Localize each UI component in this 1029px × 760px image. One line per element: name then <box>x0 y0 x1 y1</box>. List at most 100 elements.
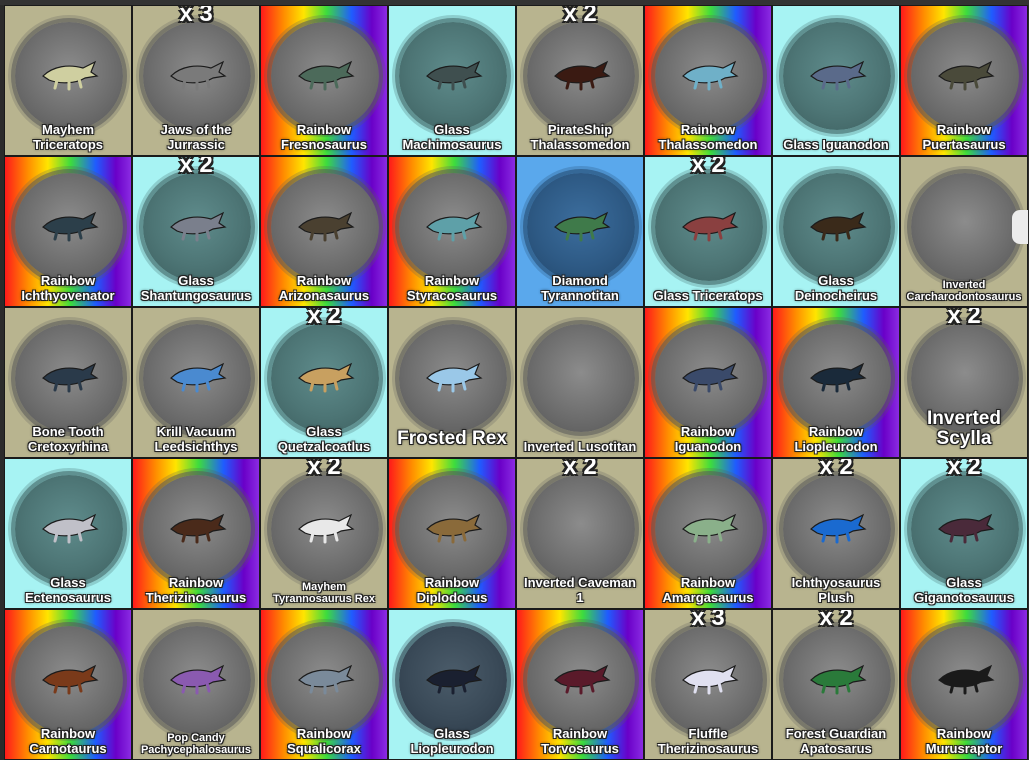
creature-name: Jaws of the Jurrassic <box>160 122 232 152</box>
creature-tile[interactable]: Bone Tooth Cretoxyrhina <box>4 307 132 458</box>
creature-tile[interactable]: Krill Vacuum Leedsichthys <box>132 307 260 458</box>
creature-icon <box>679 505 739 545</box>
creature-icon <box>423 505 483 545</box>
quantity-badge: x 2 <box>179 156 213 178</box>
creature-tile[interactable]: Rainbow Iguanodon <box>644 307 772 458</box>
creature-name: Diamond Tyrannotitan <box>541 273 619 303</box>
creature-icon <box>39 203 99 243</box>
creature-name: Inverted Lusotitan <box>523 439 637 454</box>
quantity-badge: x 2 <box>819 609 853 631</box>
quantity-badge: x 2 <box>947 458 981 480</box>
creature-tile[interactable]: Rainbow Arizonasaurus <box>260 156 388 307</box>
creature-name: Rainbow Therizinosaurus <box>145 575 247 605</box>
creature-tile[interactable]: x 2 Ichthyosaurus Plush <box>772 458 900 609</box>
creature-tile[interactable]: x 3 Jaws of the Jurrassic <box>132 5 260 156</box>
scrollbar-handle[interactable] <box>1012 210 1028 244</box>
creature-tile[interactable]: Rainbow Liopleurodon <box>772 307 900 458</box>
creature-name: Glass Ectenosaurus <box>25 575 111 605</box>
creature-tile[interactable]: x 2 Inverted Caveman 1 <box>516 458 644 609</box>
creature-name: Rainbow Iguanodon <box>674 424 742 454</box>
creature-tile[interactable]: x 2 Glass Triceratops <box>644 156 772 307</box>
creature-tile[interactable]: Rainbow Torvosaurus <box>516 609 644 760</box>
creature-tile[interactable]: Rainbow Carnotaurus <box>4 609 132 760</box>
creature-tile[interactable]: Rainbow Puertasaurus <box>900 5 1028 156</box>
creature-icon <box>295 354 355 394</box>
creature-icon <box>551 203 611 243</box>
creature-name: Glass Machimosaurus <box>402 122 502 152</box>
creature-icon <box>935 656 995 696</box>
creature-tile[interactable]: Glass Ectenosaurus <box>4 458 132 609</box>
creature-tile[interactable]: x 2 Inverted Scylla <box>900 307 1028 458</box>
creature-portrait-background <box>527 475 635 583</box>
creature-tile[interactable]: Rainbow Amargasaurus <box>644 458 772 609</box>
creature-icon <box>679 203 739 243</box>
creature-name: Rainbow Amargasaurus <box>662 575 754 605</box>
creature-portrait-background <box>911 173 1019 281</box>
creature-name: Glass Iguanodon <box>783 137 889 152</box>
creature-name: Krill Vacuum Leedsichthys <box>154 424 238 454</box>
creature-icon <box>679 52 739 92</box>
creature-name: Glass Quetzalcoatlus <box>277 424 371 454</box>
creature-name: Bone Tooth Cretoxyrhina <box>27 424 109 454</box>
creature-tile[interactable]: Glass Deinocheirus <box>772 156 900 307</box>
creature-name: Rainbow Fresnosaurus <box>281 122 367 152</box>
creature-name: Rainbow Puertasaurus <box>922 122 1006 152</box>
creature-name: Inverted Caveman 1 <box>524 575 636 605</box>
creature-name: Inverted Carcharodontosaurus <box>906 279 1022 303</box>
creature-portrait-background <box>527 324 635 432</box>
creature-name: Frosted Rex <box>397 428 507 449</box>
creature-name: Glass Triceratops <box>653 288 763 303</box>
creature-tile[interactable]: Glass Liopleurodon <box>388 609 516 760</box>
creature-tile[interactable]: Rainbow Diplodocus <box>388 458 516 609</box>
quantity-badge: x 2 <box>563 458 597 480</box>
quantity-badge: x 2 <box>819 458 853 480</box>
quantity-badge: x 3 <box>179 5 213 27</box>
creature-tile[interactable]: Rainbow Therizinosaurus <box>132 458 260 609</box>
creature-tile[interactable]: Mayhem Triceratops <box>4 5 132 156</box>
creature-icon <box>551 656 611 696</box>
creature-name: Glass Giganotosaurus <box>914 575 1014 605</box>
creature-icon <box>423 656 483 696</box>
creature-name: Inverted Scylla <box>927 408 1001 449</box>
creature-tile[interactable]: x 3 Fluffle Therizinosaurus <box>644 609 772 760</box>
creature-tile[interactable]: Rainbow Styracosaurus <box>388 156 516 307</box>
creature-tile[interactable]: x 2 Forest Guardian Apatosarus <box>772 609 900 760</box>
creature-tile[interactable]: Rainbow Murusraptor <box>900 609 1028 760</box>
creature-tile[interactable]: x 2 Mayhem Tyrannosaurus Rex <box>260 458 388 609</box>
creature-icon <box>807 203 867 243</box>
inventory-grid: Mayhem Triceratops x 3 Jaws of the Jurrass… <box>4 5 1028 760</box>
quantity-badge: x 2 <box>691 156 725 178</box>
quantity-badge: x 2 <box>563 5 597 27</box>
creature-tile[interactable]: x 2 PirateShip Thalassomedon <box>516 5 644 156</box>
creature-name: Glass Deinocheirus <box>794 273 878 303</box>
creature-tile[interactable]: x 2 Glass Giganotosaurus <box>900 458 1028 609</box>
quantity-badge: x 3 <box>691 609 725 631</box>
creature-tile[interactable]: Inverted Lusotitan <box>516 307 644 458</box>
creature-tile[interactable]: Pop Candy Pachycephalosaurus <box>132 609 260 760</box>
creature-name: Ichthyosaurus Plush <box>791 575 881 605</box>
creature-tile[interactable]: Rainbow Ichthyovenator <box>4 156 132 307</box>
creature-tile[interactable]: Rainbow Thalassomedon <box>644 5 772 156</box>
creature-icon <box>807 656 867 696</box>
creature-name: Glass Shantungosaurus <box>140 273 252 303</box>
creature-icon <box>679 354 739 394</box>
creature-name: Rainbow Styracosaurus <box>406 273 498 303</box>
creature-tile[interactable]: Diamond Tyrannotitan <box>516 156 644 307</box>
creature-tile[interactable]: x 2 Glass Quetzalcoatlus <box>260 307 388 458</box>
creature-icon <box>423 354 483 394</box>
creature-icon <box>39 656 99 696</box>
creature-tile[interactable]: Rainbow Squalicorax <box>260 609 388 760</box>
creature-tile[interactable]: Glass Iguanodon <box>772 5 900 156</box>
creature-name: Rainbow Diplodocus <box>416 575 488 605</box>
creature-icon <box>167 52 227 92</box>
creature-tile[interactable]: Rainbow Fresnosaurus <box>260 5 388 156</box>
creature-icon <box>295 203 355 243</box>
creature-tile[interactable]: Inverted Carcharodontosaurus <box>900 156 1028 307</box>
creature-tile[interactable]: x 2 Glass Shantungosaurus <box>132 156 260 307</box>
creature-tile[interactable]: Glass Machimosaurus <box>388 5 516 156</box>
creature-tile[interactable]: Frosted Rex <box>388 307 516 458</box>
creature-icon <box>167 656 227 696</box>
creature-icon <box>167 354 227 394</box>
top-strip <box>0 0 1029 5</box>
quantity-badge: x 2 <box>947 307 981 329</box>
